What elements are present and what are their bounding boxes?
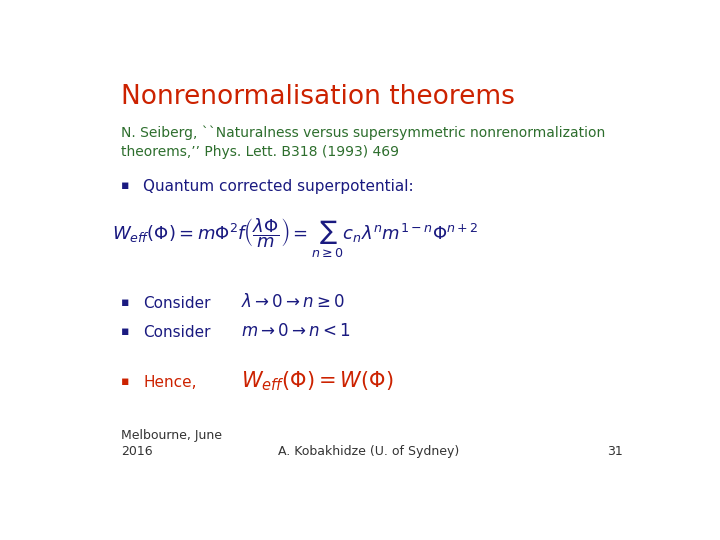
Text: $W_{eff}(\Phi) = m\Phi^2 f\left(\dfrac{\lambda\Phi}{m}\right) = \sum_{n\geq 0} c: $W_{eff}(\Phi) = m\Phi^2 f\left(\dfrac{\… [112,217,479,260]
Text: ▪: ▪ [121,325,129,338]
Text: Nonrenormalisation theorems: Nonrenormalisation theorems [121,84,515,110]
Text: Consider: Consider [143,325,210,340]
Text: $\lambda \rightarrow 0 \rightarrow n \geq 0$: $\lambda \rightarrow 0 \rightarrow n \ge… [240,293,345,310]
Text: ▪: ▪ [121,375,129,388]
Text: ▪: ▪ [121,295,129,308]
Text: Hence,: Hence, [143,375,197,389]
Text: Consider: Consider [143,295,210,310]
Text: ▪: ▪ [121,179,129,192]
Text: 31: 31 [607,445,623,458]
Text: N. Seiberg, ``Naturalness versus supersymmetric nonrenormalization
theorems,’’ P: N. Seiberg, ``Naturalness versus supersy… [121,125,605,159]
Text: Quantum corrected superpotential:: Quantum corrected superpotential: [143,179,413,194]
Text: $W_{eff}(\Phi) = W(\Phi)$: $W_{eff}(\Phi) = W(\Phi)$ [240,369,393,393]
Text: A. Kobakhidze (U. of Sydney): A. Kobakhidze (U. of Sydney) [279,445,459,458]
Text: Melbourne, June
2016: Melbourne, June 2016 [121,429,222,458]
Text: $m \rightarrow 0 \rightarrow n < 1$: $m \rightarrow 0 \rightarrow n < 1$ [240,322,351,340]
